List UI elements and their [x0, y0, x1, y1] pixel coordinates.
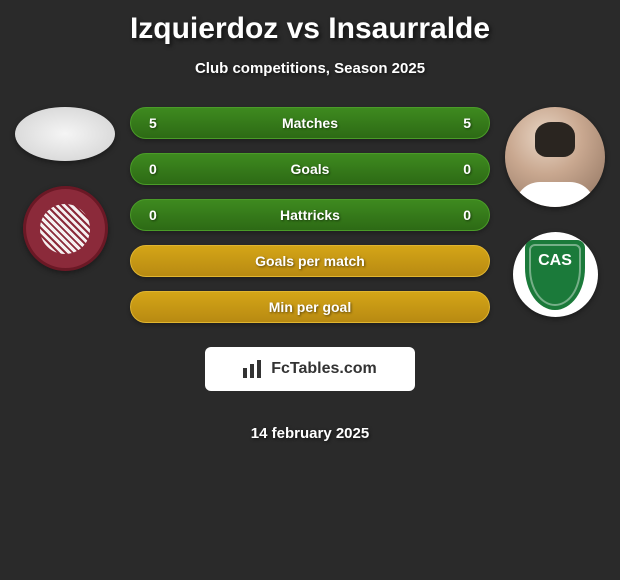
right-player-photo [505, 107, 605, 207]
stat-label: Hattricks [280, 207, 340, 223]
stat-label: Goals [291, 161, 330, 177]
stat-row-goals: 0 Goals 0 [130, 153, 490, 185]
stat-left-value: 5 [149, 115, 157, 131]
right-club-shield [525, 240, 585, 310]
stat-left-value: 0 [149, 207, 157, 223]
stat-row-hattricks: 0 Hattricks 0 [130, 199, 490, 231]
right-player-column [490, 107, 620, 317]
chart-icon [243, 360, 265, 378]
left-player-column [0, 107, 130, 271]
stat-right-value: 0 [463, 207, 471, 223]
stats-column: 5 Matches 5 0 Goals 0 0 Hattricks 0 Goal… [130, 107, 490, 442]
left-club-logo [23, 186, 108, 271]
stat-label: Min per goal [269, 299, 351, 315]
stat-row-goals-per-match: Goals per match [130, 245, 490, 277]
stat-label: Goals per match [255, 253, 365, 269]
stat-left-value: 0 [149, 161, 157, 177]
comparison-subtitle: Club competitions, Season 2025 [0, 60, 620, 77]
stat-right-value: 0 [463, 161, 471, 177]
stat-label: Matches [282, 115, 338, 131]
fctables-label: FcTables.com [271, 360, 377, 378]
comparison-content: 5 Matches 5 0 Goals 0 0 Hattricks 0 Goal… [0, 107, 620, 442]
stat-row-matches: 5 Matches 5 [130, 107, 490, 139]
stat-right-value: 5 [463, 115, 471, 131]
left-player-photo [15, 107, 115, 161]
fctables-watermark: FcTables.com [205, 347, 415, 391]
right-club-logo [513, 232, 598, 317]
comparison-title: Izquierdoz vs Insaurralde [0, 0, 620, 46]
comparison-date: 14 february 2025 [130, 425, 490, 442]
stat-row-min-per-goal: Min per goal [130, 291, 490, 323]
